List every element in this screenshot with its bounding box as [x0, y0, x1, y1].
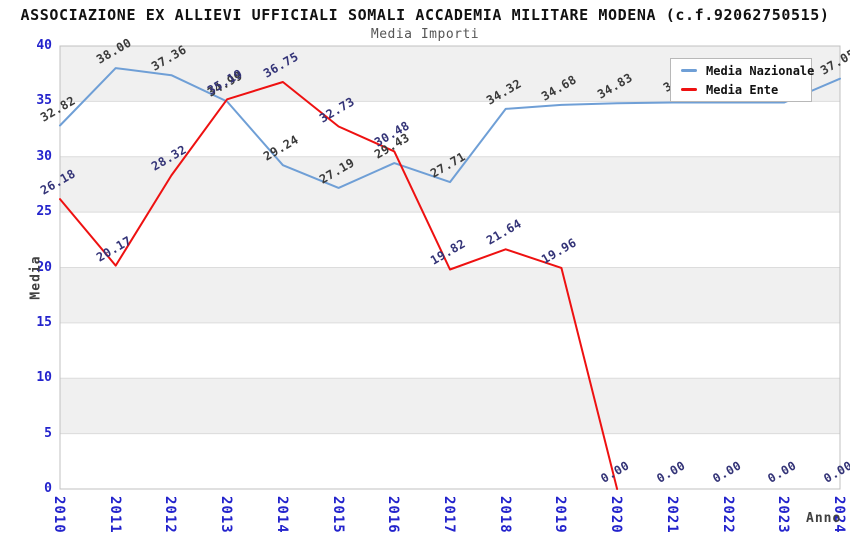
y-tick-label: 30 — [36, 148, 52, 164]
x-tick-label: 2022 — [719, 496, 736, 534]
x-tick-label: 2023 — [775, 496, 792, 534]
x-tick-label: 2010 — [51, 496, 67, 534]
y-tick-label: 25 — [36, 204, 52, 220]
series-line-media-ente — [59, 81, 619, 490]
y-tick-label: 5 — [44, 425, 52, 441]
x-tick-label: 2014 — [273, 496, 290, 534]
legend-label: Media Ente — [706, 82, 779, 97]
legend-line-swatch — [681, 69, 697, 72]
x-tick-label: 2020 — [608, 496, 625, 534]
plot-border — [59, 45, 841, 490]
y-axis-title: Media — [28, 255, 44, 300]
x-tick-label: 2015 — [329, 496, 346, 534]
x-tick-label: 2018 — [496, 496, 513, 534]
y-tick-label: 10 — [36, 370, 52, 386]
legend-label: Media Nazionale — [706, 63, 815, 78]
x-axis-title: Anno — [806, 511, 842, 526]
chart-subtitle: Media Importi — [370, 27, 480, 42]
legend: Media Nazionale Media Ente — [670, 58, 815, 102]
x-tick-label: 2011 — [106, 496, 123, 534]
grid-band — [60, 212, 840, 268]
legend-item: Media Ente — [681, 83, 811, 97]
x-tick-label: 2021 — [663, 496, 680, 534]
page-title: ASSOCIAZIONE EX ALLIEVI UFFICIALI SOMALI… — [20, 6, 830, 24]
grid-band — [60, 433, 840, 489]
grid-band — [60, 101, 840, 157]
grid-band — [60, 267, 840, 323]
legend-line-swatch — [681, 88, 697, 91]
y-tick-label: 40 — [36, 38, 52, 53]
grid-band — [60, 378, 840, 434]
x-tick-label: 2013 — [218, 496, 235, 534]
grid-band — [60, 322, 840, 379]
x-tick-label: 2019 — [552, 496, 569, 534]
legend-item: Media Nazionale — [681, 63, 815, 78]
y-tick-label: 0 — [44, 481, 52, 496]
series-line-media-nazionale — [59, 67, 841, 189]
x-tick-label: 2012 — [162, 496, 179, 534]
y-tick-label: 35 — [36, 93, 52, 109]
x-tick-label: 2016 — [385, 496, 402, 534]
x-tick-label: 2017 — [441, 496, 457, 534]
y-tick-label: 20 — [36, 259, 52, 275]
grid-band — [60, 156, 840, 213]
y-tick-label: 15 — [36, 314, 52, 330]
